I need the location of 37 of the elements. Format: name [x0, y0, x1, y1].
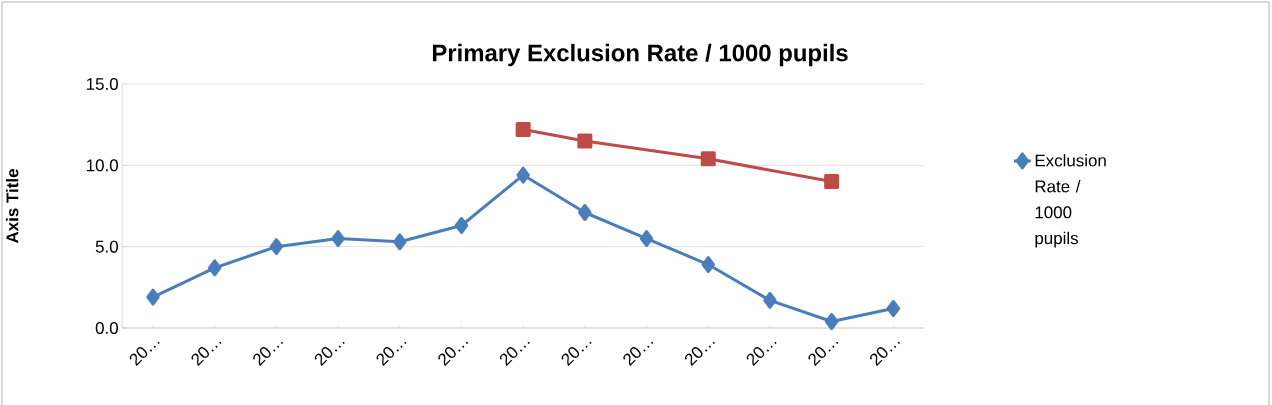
point — [824, 312, 839, 330]
point — [824, 174, 840, 190]
y-tick-label: 5.0 — [95, 240, 118, 253]
x-tick-label: 20… — [499, 341, 530, 367]
x-tick-label: 20… — [376, 341, 407, 367]
x-tick-label: 20… — [314, 341, 345, 367]
x-tick-label: 20… — [746, 341, 777, 367]
y-tick-label: 0.0 — [95, 322, 118, 334]
point — [146, 288, 160, 306]
point — [331, 230, 345, 248]
y-tick-label: 10.0 — [86, 159, 118, 172]
point — [763, 291, 777, 309]
point — [886, 299, 901, 317]
legend-label: Exclusion Rate / 1000 pupils — [1035, 154, 1106, 248]
x-tick-label: 20… — [438, 341, 469, 367]
x-tick-label: 20… — [685, 341, 715, 367]
y-tick-label: 15.0 — [86, 78, 118, 90]
x-tick-label: 20… — [561, 341, 592, 367]
point — [269, 238, 284, 256]
point — [207, 259, 222, 277]
point — [577, 133, 593, 149]
x-tick-label: 20… — [253, 341, 284, 367]
point — [700, 151, 716, 167]
point — [454, 217, 469, 235]
y-axis-title: Axis Title — [5, 169, 19, 244]
x-tick-label: 20… — [191, 341, 222, 367]
x-tick-label: 20… — [808, 341, 839, 367]
x-tick-label: 20… — [870, 341, 901, 367]
point — [701, 256, 715, 274]
point — [578, 204, 592, 221]
point — [639, 230, 654, 248]
point — [515, 122, 531, 138]
point — [393, 233, 407, 251]
chart-title: Primary Exclusion Rate / 1000 pupils — [432, 43, 848, 67]
x-tick-label: 20… — [623, 341, 654, 367]
point — [516, 166, 530, 184]
x-tick-label: 20… — [129, 341, 160, 367]
